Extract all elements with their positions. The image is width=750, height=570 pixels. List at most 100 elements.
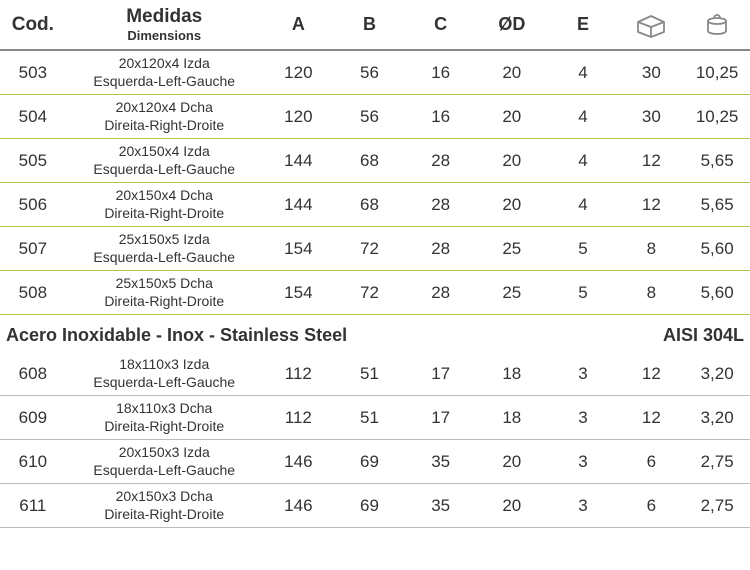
- cell-weight: 2,75: [701, 452, 734, 471]
- cell-e: 4: [578, 195, 587, 214]
- cell-weight: 10,25: [696, 63, 739, 82]
- table-row: 60918x110x3 DchaDireita-Right-Droite1125…: [0, 396, 750, 440]
- cell-e: 3: [578, 408, 587, 427]
- cell-cod: 503: [19, 63, 47, 82]
- cell-cod: 611: [19, 496, 46, 515]
- cell-b: 56: [360, 107, 379, 126]
- hdr-cod: Cod.: [12, 14, 54, 35]
- cell-a: 144: [284, 195, 312, 214]
- cell-c: 35: [431, 452, 450, 471]
- section-spec: AISI 304L: [547, 315, 750, 353]
- cell-a: 112: [285, 408, 312, 427]
- cell-d: 20: [502, 452, 521, 471]
- cell-dim: 20x150x4 IzdaEsquerda-Left-Gauche: [68, 143, 261, 178]
- hdr-c: C: [434, 14, 447, 34]
- box-icon: [619, 0, 685, 50]
- cell-cod: 508: [19, 283, 47, 302]
- cell-c: 35: [431, 496, 450, 515]
- hdr-d: ØD: [498, 14, 525, 34]
- cell-box: 8: [647, 239, 656, 258]
- cell-box: 8: [647, 283, 656, 302]
- cell-a: 144: [284, 151, 312, 170]
- cell-e: 5: [578, 283, 587, 302]
- cell-e: 4: [578, 107, 587, 126]
- cell-a: 120: [284, 107, 312, 126]
- cell-e: 3: [578, 364, 587, 383]
- cell-weight: 2,75: [701, 496, 734, 515]
- cell-dim: 20x120x4 DchaDireita-Right-Droite: [68, 99, 261, 134]
- cell-b: 56: [360, 63, 379, 82]
- cell-box: 12: [642, 151, 661, 170]
- cell-b: 69: [360, 496, 379, 515]
- cell-box: 6: [647, 496, 656, 515]
- table-row: 61020x150x3 IzdaEsquerda-Left-Gauche1466…: [0, 440, 750, 484]
- cell-cod: 608: [19, 364, 47, 383]
- header-row: Cod. Medidas Dimensions A B C ØD E: [0, 0, 750, 50]
- cell-dim: 18x110x3 DchaDireita-Right-Droite: [68, 400, 261, 435]
- table-row: 503 20x120x4 IzdaEsquerda-Left-Gauche 120 5…: [0, 50, 750, 95]
- cell-a: 120: [284, 63, 312, 82]
- cell-e: 5: [578, 239, 587, 258]
- cell-d: 20: [502, 195, 521, 214]
- cell-c: 16: [431, 107, 450, 126]
- section-row: Acero Inoxidable - Inox - Stainless Stee…: [0, 315, 750, 353]
- cell-c: 28: [431, 151, 450, 170]
- cell-dim: 20x120x4 IzdaEsquerda-Left-Gauche: [68, 55, 261, 90]
- cell-c: 28: [431, 283, 450, 302]
- cell-box: 12: [642, 408, 661, 427]
- cell-weight: 5,65: [701, 195, 734, 214]
- cell-b: 51: [360, 364, 379, 383]
- cell-cod: 505: [19, 151, 47, 170]
- cell-dim: 18x110x3 IzdaEsquerda-Left-Gauche: [68, 356, 261, 391]
- table-row: 508 25x150x5 DchaDireita-Right-Droite 154 7…: [0, 271, 750, 315]
- cell-weight: 5,60: [701, 239, 734, 258]
- cell-dim: 25x150x5 IzdaEsquerda-Left-Gauche: [68, 231, 261, 266]
- cell-d: 20: [502, 496, 521, 515]
- cell-c: 17: [431, 408, 450, 427]
- cell-b: 68: [360, 195, 379, 214]
- cell-a: 154: [284, 239, 312, 258]
- hdr-medidas: Medidas: [68, 6, 261, 28]
- cell-e: 4: [578, 151, 587, 170]
- cell-dim: 20x150x3 IzdaEsquerda-Left-Gauche: [68, 444, 261, 479]
- cell-c: 16: [431, 63, 450, 82]
- cell-weight: 3,20: [701, 408, 734, 427]
- table-row: 608 18x110x3 IzdaEsquerda-Left-Gauche 112 5…: [0, 352, 750, 396]
- cell-cod: 609: [19, 408, 47, 427]
- cell-d: 20: [502, 151, 521, 170]
- hdr-e: E: [577, 14, 589, 34]
- cell-weight: 3,20: [701, 364, 734, 383]
- cell-dim: 20x150x3 DchaDireita-Right-Droite: [68, 488, 261, 523]
- cell-box: 12: [642, 195, 661, 214]
- cell-dim: 20x150x4 DchaDireita-Right-Droite: [68, 187, 261, 222]
- cell-e: 4: [578, 63, 587, 82]
- cell-box: 12: [642, 364, 661, 383]
- hdr-dimensions: Dimensions: [68, 28, 261, 43]
- cell-b: 72: [360, 239, 379, 258]
- hdr-a: A: [292, 14, 305, 34]
- cell-d: 18: [502, 408, 521, 427]
- cell-b: 68: [360, 151, 379, 170]
- section-title: Acero Inoxidable - Inox - Stainless Stee…: [0, 315, 547, 353]
- table-row: 507 25x150x5 IzdaEsquerda-Left-Gauche 154 7…: [0, 227, 750, 271]
- hdr-b: B: [363, 14, 376, 34]
- cell-d: 20: [502, 107, 521, 126]
- cell-a: 154: [284, 283, 312, 302]
- cell-box: 30: [642, 107, 661, 126]
- cell-e: 3: [578, 452, 587, 471]
- cell-box: 30: [642, 63, 661, 82]
- cell-d: 25: [502, 239, 521, 258]
- cell-a: 146: [284, 496, 312, 515]
- cell-dim: 25x150x5 DchaDireita-Right-Droite: [68, 275, 261, 310]
- cell-cod: 507: [19, 239, 47, 258]
- cell-c: 17: [431, 364, 450, 383]
- cell-d: 18: [502, 364, 521, 383]
- weight-icon: [684, 0, 750, 50]
- cell-d: 25: [502, 283, 521, 302]
- cell-d: 20: [502, 63, 521, 82]
- cell-b: 72: [360, 283, 379, 302]
- table-row: 505 20x150x4 IzdaEsquerda-Left-Gauche 144 6…: [0, 139, 750, 183]
- cell-c: 28: [431, 195, 450, 214]
- cell-a: 112: [285, 364, 312, 383]
- cell-cod: 506: [19, 195, 47, 214]
